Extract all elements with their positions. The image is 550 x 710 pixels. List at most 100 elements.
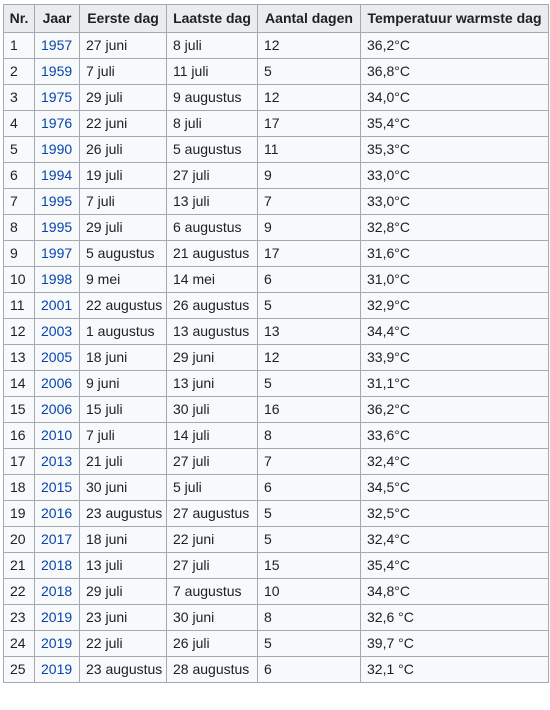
cell-jaar: 1995	[34, 214, 80, 241]
header-jaar[interactable]: Jaar	[34, 4, 80, 33]
year-link[interactable]: 2018	[41, 557, 73, 573]
cell-jaar: 1995	[34, 188, 80, 215]
cell-laatste-dag: 11 juli	[166, 58, 258, 85]
table-row: 13 2005 18 juni 29 juni 12 33,9°C	[3, 344, 549, 371]
cell-aantal-dagen: 5	[257, 370, 361, 397]
cell-laatste-dag: 26 augustus	[166, 292, 258, 319]
year-link[interactable]: 2015	[41, 479, 73, 495]
table-row: 20 2017 18 juni 22 juni 5 32,4°C	[3, 526, 549, 553]
cell-nr: 11	[3, 292, 35, 319]
cell-jaar: 2003	[34, 318, 80, 345]
cell-eerste-dag: 19 juli	[79, 162, 167, 189]
heatwave-table: Nr. Jaar Eerste dag Laatste dag Aantal d…	[3, 4, 549, 683]
cell-nr: 16	[3, 422, 35, 449]
cell-temperatuur: 31,0°C	[360, 266, 549, 293]
header-eerste-dag[interactable]: Eerste dag	[79, 4, 167, 33]
cell-jaar: 1998	[34, 266, 80, 293]
header-aantal-dagen[interactable]: Aantal dagen	[257, 4, 361, 33]
cell-nr: 10	[3, 266, 35, 293]
table-row: 12 2003 1 augustus 13 augustus 13 34,4°C	[3, 318, 549, 345]
cell-eerste-dag: 7 juli	[79, 422, 167, 449]
table-row: 2 1959 7 juli 11 juli 5 36,8°C	[3, 58, 549, 85]
year-link[interactable]: 1990	[41, 141, 73, 157]
header-temperatuur[interactable]: Temperatuur warmste dag	[360, 4, 549, 33]
year-link[interactable]: 2013	[41, 453, 73, 469]
cell-aantal-dagen: 9	[257, 214, 361, 241]
cell-eerste-dag: 18 juni	[79, 526, 167, 553]
table-row: 21 2018 13 juli 27 juli 15 35,4°C	[3, 552, 549, 579]
cell-eerste-dag: 27 juni	[79, 32, 167, 59]
year-link[interactable]: 1976	[41, 115, 73, 131]
cell-nr: 8	[3, 214, 35, 241]
year-link[interactable]: 2019	[41, 609, 73, 625]
cell-nr: 22	[3, 578, 35, 605]
cell-laatste-dag: 26 juli	[166, 630, 258, 657]
year-link[interactable]: 1959	[41, 63, 73, 79]
table-row: 10 1998 9 mei 14 mei 6 31,0°C	[3, 266, 549, 293]
cell-nr: 4	[3, 110, 35, 137]
cell-jaar: 1997	[34, 240, 80, 267]
cell-nr: 7	[3, 188, 35, 215]
cell-nr: 25	[3, 656, 35, 683]
year-link[interactable]: 2018	[41, 583, 73, 599]
cell-temperatuur: 32,9°C	[360, 292, 549, 319]
cell-aantal-dagen: 5	[257, 500, 361, 527]
year-link[interactable]: 2003	[41, 323, 73, 339]
table-row: 16 2010 7 juli 14 juli 8 33,6°C	[3, 422, 549, 449]
year-link[interactable]: 2005	[41, 349, 73, 365]
header-nr[interactable]: Nr.	[3, 4, 35, 33]
year-link[interactable]: 2019	[41, 661, 73, 677]
cell-temperatuur: 32,8°C	[360, 214, 549, 241]
year-link[interactable]: 1975	[41, 89, 73, 105]
cell-nr: 15	[3, 396, 35, 423]
cell-aantal-dagen: 9	[257, 162, 361, 189]
cell-temperatuur: 35,4°C	[360, 552, 549, 579]
cell-laatste-dag: 27 juli	[166, 162, 258, 189]
cell-nr: 5	[3, 136, 35, 163]
cell-eerste-dag: 21 juli	[79, 448, 167, 475]
cell-nr: 14	[3, 370, 35, 397]
cell-aantal-dagen: 7	[257, 188, 361, 215]
cell-aantal-dagen: 13	[257, 318, 361, 345]
year-link[interactable]: 2010	[41, 427, 73, 443]
year-link[interactable]: 1997	[41, 245, 73, 261]
cell-aantal-dagen: 8	[257, 422, 361, 449]
year-link[interactable]: 2019	[41, 635, 73, 651]
table-row: 8 1995 29 juli 6 augustus 9 32,8°C	[3, 214, 549, 241]
cell-jaar: 2019	[34, 630, 80, 657]
table-row: 9 1997 5 augustus 21 augustus 17 31,6°C	[3, 240, 549, 267]
cell-temperatuur: 33,0°C	[360, 162, 549, 189]
cell-laatste-dag: 7 augustus	[166, 578, 258, 605]
year-link[interactable]: 1957	[41, 37, 73, 53]
cell-nr: 21	[3, 552, 35, 579]
cell-aantal-dagen: 5	[257, 526, 361, 553]
year-link[interactable]: 1995	[41, 219, 73, 235]
cell-temperatuur: 33,9°C	[360, 344, 549, 371]
cell-laatste-dag: 22 juni	[166, 526, 258, 553]
year-link[interactable]: 2016	[41, 505, 73, 521]
table-row: 24 2019 22 juli 26 juli 5 39,7 °C	[3, 630, 549, 657]
year-link[interactable]: 1994	[41, 167, 73, 183]
cell-nr: 20	[3, 526, 35, 553]
cell-temperatuur: 31,6°C	[360, 240, 549, 267]
cell-aantal-dagen: 12	[257, 344, 361, 371]
table-row: 3 1975 29 juli 9 augustus 12 34,0°C	[3, 84, 549, 111]
header-laatste-dag[interactable]: Laatste dag	[166, 4, 258, 33]
year-link[interactable]: 2017	[41, 531, 73, 547]
cell-aantal-dagen: 6	[257, 656, 361, 683]
table-row: 6 1994 19 juli 27 juli 9 33,0°C	[3, 162, 549, 189]
table-row: 23 2019 23 juni 30 juni 8 32,6 °C	[3, 604, 549, 631]
header-row: Nr. Jaar Eerste dag Laatste dag Aantal d…	[3, 4, 549, 33]
year-link[interactable]: 2006	[41, 375, 73, 391]
cell-aantal-dagen: 5	[257, 58, 361, 85]
year-link[interactable]: 2001	[41, 297, 73, 313]
cell-eerste-dag: 29 juli	[79, 214, 167, 241]
cell-temperatuur: 34,5°C	[360, 474, 549, 501]
year-link[interactable]: 2006	[41, 401, 73, 417]
table-row: 5 1990 26 juli 5 augustus 11 35,3°C	[3, 136, 549, 163]
cell-temperatuur: 34,0°C	[360, 84, 549, 111]
cell-aantal-dagen: 12	[257, 84, 361, 111]
year-link[interactable]: 1998	[41, 271, 73, 287]
year-link[interactable]: 1995	[41, 193, 73, 209]
table-row: 19 2016 23 augustus 27 augustus 5 32,5°C	[3, 500, 549, 527]
